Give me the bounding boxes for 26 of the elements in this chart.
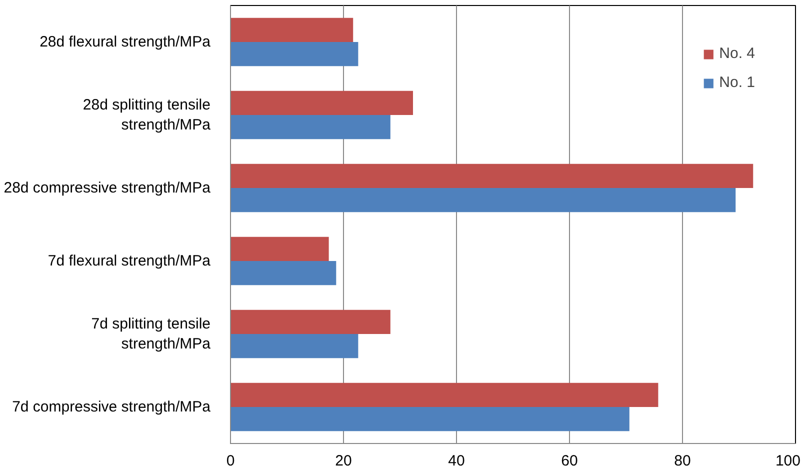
x-tick-label: 40	[448, 452, 465, 470]
legend-label: No. 4	[719, 45, 755, 62]
y-tick-label: 28d flexural strength/MPa	[40, 34, 212, 50]
y-tick-label: 7d compressive strength/MPa	[12, 398, 212, 416]
bar	[230, 115, 390, 140]
bar	[230, 42, 358, 66]
bar	[230, 382, 658, 407]
bar	[230, 310, 390, 334]
x-tick-label: 20	[335, 452, 352, 470]
bar	[230, 407, 630, 432]
y-tick-label: 7d flexural strength/MPa	[48, 252, 212, 270]
y-tick-label: 28d splitting tensile strength/MPa	[82, 96, 212, 134]
y-tick-label: 28d compressive strength/MPa	[4, 180, 212, 196]
bar	[230, 334, 358, 358]
bar	[230, 164, 754, 188]
x-tick-label: 60	[561, 452, 578, 470]
legend-label: No. 1	[719, 74, 755, 91]
bar	[230, 261, 336, 286]
bar	[230, 90, 413, 115]
bar	[230, 188, 736, 212]
y-tick-label: 7d splitting tensile strength/MPa	[91, 315, 212, 353]
x-tick-label: 80	[674, 452, 691, 470]
bar	[230, 236, 329, 261]
x-tick-label: 100	[775, 452, 801, 470]
bar	[230, 18, 354, 42]
x-tick-label: 0	[226, 452, 235, 470]
